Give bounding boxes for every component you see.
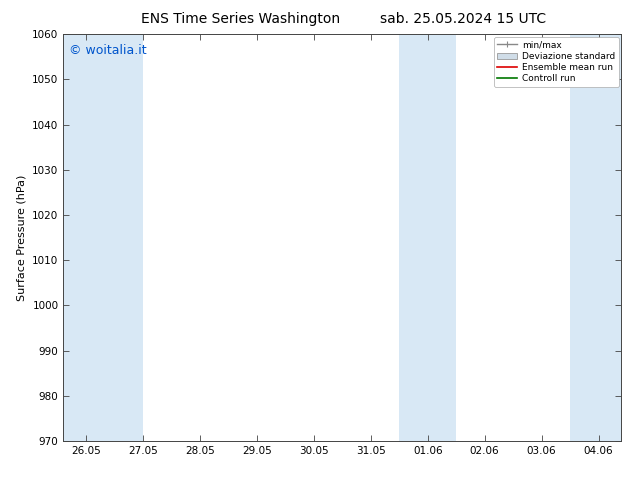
Legend: min/max, Deviazione standard, Ensemble mean run, Controll run: min/max, Deviazione standard, Ensemble m…	[494, 37, 619, 87]
Bar	[399, 34, 456, 441]
Text: © woitalia.it: © woitalia.it	[69, 45, 146, 57]
Bar	[63, 34, 143, 441]
Y-axis label: Surface Pressure (hPa): Surface Pressure (hPa)	[16, 174, 27, 301]
Bar	[570, 34, 621, 441]
Text: sab. 25.05.2024 15 UTC: sab. 25.05.2024 15 UTC	[380, 12, 546, 26]
Text: ENS Time Series Washington: ENS Time Series Washington	[141, 12, 340, 26]
